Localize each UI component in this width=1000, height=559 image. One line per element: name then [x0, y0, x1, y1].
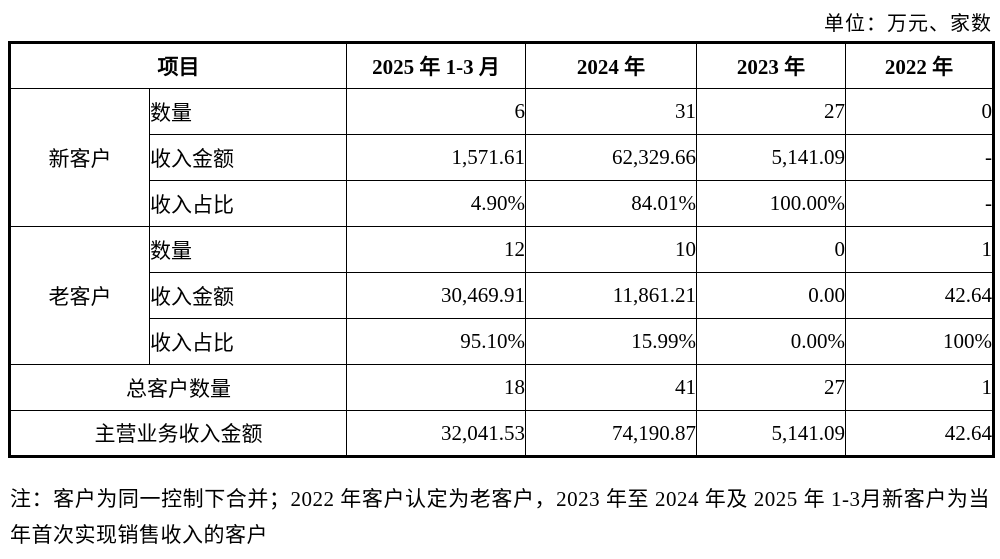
cell-value: 84.01% — [525, 180, 697, 227]
cell-value: 5,141.09 — [696, 134, 846, 181]
unit-label: 单位：万元、家数 — [824, 13, 992, 35]
cell-value: 0 — [696, 226, 846, 273]
column-header-item: 项目 — [9, 42, 347, 89]
cell-value: 12 — [346, 226, 526, 273]
cell-value: 0 — [845, 88, 994, 135]
header-row: 项目 2025 年 1-3 月 2024 年 2023 年 2022 年 — [9, 42, 994, 89]
row-label: 收入占比 — [149, 318, 347, 365]
cell-value: 0.00% — [696, 318, 846, 365]
table-row: 收入金额 1,571.61 62,329.66 5,141.09 - — [10, 134, 994, 181]
summary-label: 主营业务收入金额 — [9, 410, 347, 457]
group-label-new-customers: 新客户 — [9, 88, 150, 227]
cell-value: 1 — [845, 226, 994, 273]
table-row: 老客户 数量 12 10 0 1 — [9, 226, 994, 365]
cell-value: 6 — [346, 88, 526, 135]
cell-value: 32,041.53 — [346, 410, 526, 457]
cell-value: 42.64 — [845, 272, 994, 319]
cell-value: 27 — [696, 364, 846, 411]
row-label: 收入金额 — [149, 134, 347, 181]
group-label-old-customers: 老客户 — [9, 226, 150, 365]
cell-value: 1 — [845, 364, 994, 411]
cell-value: 100.00% — [696, 180, 846, 227]
cell-value: 1,571.61 — [346, 134, 526, 181]
cell-value: 62,329.66 — [525, 134, 697, 181]
cell-value: 27 — [696, 88, 846, 135]
cell-value: 11,861.21 — [525, 272, 697, 319]
row-label: 收入占比 — [149, 180, 347, 227]
table-row: 收入金额 30,469.91 11,861.21 0.00 42.64 — [10, 272, 994, 319]
column-header-2022: 2022 年 — [845, 42, 994, 89]
cell-value: 95.10% — [346, 318, 526, 365]
row-label: 数量 — [149, 226, 347, 273]
footnote: 注：客户为同一控制下合并；2022 年客户认定为老客户，2023 年至 2024… — [10, 487, 990, 547]
cell-value: 100% — [845, 318, 994, 365]
summary-row-main-revenue: 主营业务收入金额 32,041.53 74,190.87 5,141.09 42… — [9, 410, 994, 457]
column-header-2025q1: 2025 年 1-3 月 — [346, 42, 526, 89]
table-row: 收入占比 95.10% 15.99% 0.00% 100% — [10, 318, 994, 365]
cell-value: 74,190.87 — [525, 410, 697, 457]
cell-value: 15.99% — [525, 318, 697, 365]
table-row: 新客户 数量 6 31 27 0 — [9, 88, 994, 227]
summary-row-total-customers: 总客户数量 18 41 27 1 — [9, 364, 994, 411]
row-label: 收入金额 — [149, 272, 347, 319]
cell-value: 10 — [525, 226, 697, 273]
customer-revenue-table: 项目 2025 年 1-3 月 2024 年 2023 年 2022 年 新客户… — [8, 41, 995, 458]
cell-value: 5,141.09 — [696, 410, 846, 457]
cell-value: - — [845, 180, 994, 227]
summary-label: 总客户数量 — [9, 364, 347, 411]
cell-value: 41 — [525, 364, 697, 411]
cell-value: 18 — [346, 364, 526, 411]
cell-value: - — [845, 134, 994, 181]
cell-value: 4.90% — [346, 180, 526, 227]
column-header-2023: 2023 年 — [696, 42, 846, 89]
cell-value: 31 — [525, 88, 697, 135]
table-row: 收入占比 4.90% 84.01% 100.00% - — [10, 180, 994, 227]
row-label: 数量 — [149, 88, 347, 135]
cell-value: 0.00 — [696, 272, 846, 319]
column-header-2024: 2024 年 — [525, 42, 697, 89]
cell-value: 42.64 — [845, 410, 994, 457]
cell-value: 30,469.91 — [346, 272, 526, 319]
